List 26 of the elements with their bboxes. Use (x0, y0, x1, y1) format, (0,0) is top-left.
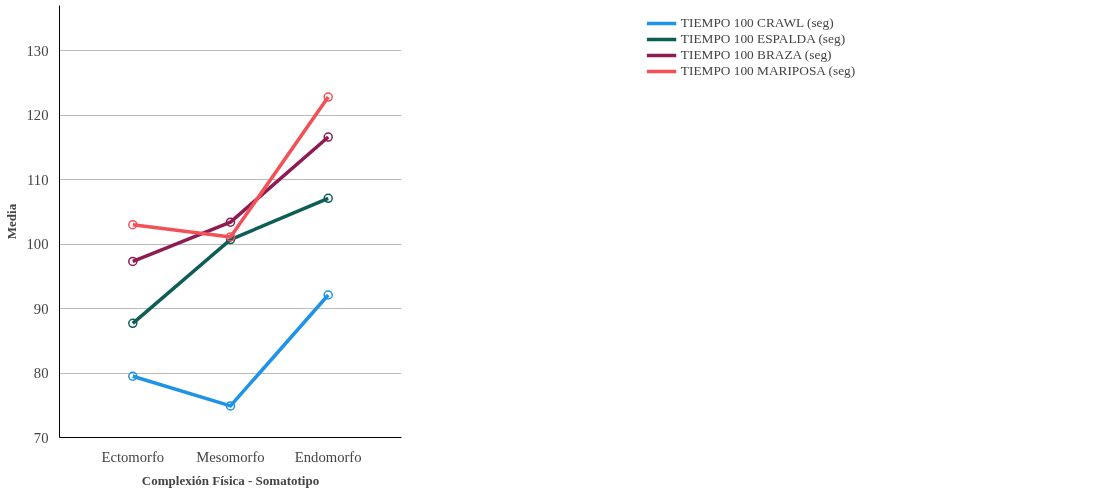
y-tick-label: 70 (33, 429, 49, 446)
y-tick-label: 90 (33, 300, 49, 317)
x-axis-title: Complexión Física - Somatotipo (141, 472, 320, 488)
point (323, 92, 333, 102)
legend-label: TIEMPO 100 ESPALDA (seg) (680, 31, 846, 47)
legend-label: TIEMPO 100 BRAZA (seg) (680, 47, 832, 63)
legend-label: TIEMPO 100 CRAWL (seg) (680, 15, 834, 31)
point (323, 132, 333, 142)
legend-label: TIEMPO 100 MARIPOSA (seg) (680, 63, 856, 79)
point (323, 290, 333, 300)
x-tick-label: Mesomorfo (196, 448, 265, 465)
point (225, 217, 236, 227)
point (128, 318, 138, 329)
x-tick-label: Endomorfo (294, 448, 362, 465)
y-axis-title: Media (3, 203, 19, 240)
point (128, 219, 138, 230)
y-tick-label: 130 (26, 42, 49, 59)
y-tick-label: 110 (27, 171, 49, 188)
point (323, 193, 333, 204)
y-tick-label: 80 (33, 365, 49, 382)
point (128, 371, 138, 381)
y-tick-label: 100 (26, 236, 49, 253)
y-tick-label: 120 (26, 107, 49, 124)
x-tick-label: Ectomorfo (101, 448, 165, 465)
point (128, 256, 138, 267)
point (225, 401, 236, 411)
